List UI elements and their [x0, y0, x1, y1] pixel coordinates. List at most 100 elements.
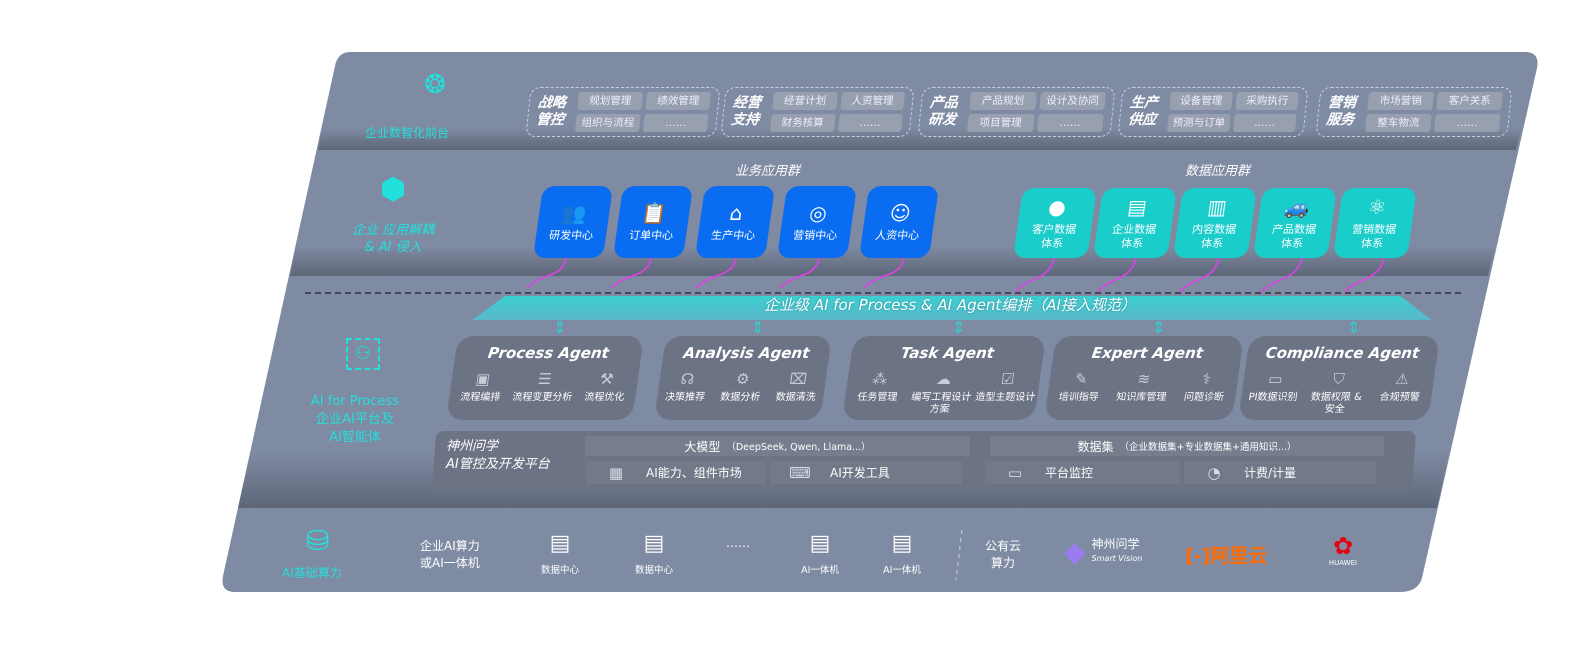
- front-group-item[interactable]: 设备管理: [1169, 92, 1234, 110]
- agent-card[interactable]: Analysis Agent ☊ 决策推荐 ⚙ 数据分析 ⌧ 数据清洗: [654, 336, 832, 420]
- capability-label: 数据清洗: [774, 392, 817, 403]
- molecule-icon: ⬢: [380, 172, 407, 207]
- capability-label: 数据权限 & 安全: [1309, 392, 1363, 415]
- server-icon: ▤: [643, 531, 665, 556]
- data-app-label: 企业数据体系: [1111, 222, 1158, 250]
- diamond-logo-icon: ◆: [1064, 535, 1086, 568]
- capability-label: 培训指导: [1057, 392, 1100, 403]
- capability-label: 编写工程设计方案: [910, 392, 973, 415]
- data-app-label: 营销数据体系: [1351, 222, 1398, 250]
- agent-name: Expert Agent: [1090, 344, 1205, 362]
- agent-capability[interactable]: ⚙ 数据分析: [712, 368, 772, 404]
- apps-label-line1: 企业 应用解耦: [352, 223, 435, 238]
- capability-label: 流程优化: [583, 392, 626, 403]
- front-group-item[interactable]: 市场营销: [1367, 92, 1435, 110]
- compute-node: ▤ AI一体机: [872, 530, 932, 576]
- data-app-tile[interactable]: 🚙 产品数据体系: [1253, 188, 1337, 258]
- agent-card[interactable]: Process Agent ▣ 流程编排 ☰ 流程变更分析 ⚒ 流程优化: [446, 336, 644, 420]
- capability-label: 数据分析: [719, 392, 762, 403]
- data-app-tile[interactable]: ▥ 内容数据体系: [1173, 188, 1257, 258]
- front-group-item[interactable]: 整车物流: [1364, 114, 1432, 132]
- dev-tool-icon: ⌨: [789, 463, 811, 482]
- agent-name: Task Agent: [899, 344, 996, 362]
- data-app-tile[interactable]: ⚛ 营销数据体系: [1333, 188, 1417, 258]
- agent-card[interactable]: Expert Agent ✎ 培训指导 ≋ 知识库管理 ⚕ 问题诊断: [1044, 336, 1244, 420]
- building-icon: ▤: [1126, 194, 1149, 219]
- agent-capability[interactable]: ⚕ 问题诊断: [1172, 368, 1239, 404]
- front-group-title: 产品研发: [927, 95, 959, 128]
- ai-label-line1: AI for Process: [310, 394, 400, 409]
- dataset-bar[interactable]: 数据集 （企业数据集+专业数据集+通用知识...）: [990, 436, 1384, 456]
- front-group-item[interactable]: ……: [1433, 114, 1501, 132]
- clean-icon: ⌧: [788, 370, 809, 388]
- platform-tool[interactable]: ◔ 计费/计量: [1184, 461, 1376, 484]
- front-group-item[interactable]: 设计及协同: [1038, 92, 1107, 110]
- cloud-icon: ☁: [935, 370, 953, 388]
- agent-capability[interactable]: ☊ 决策推荐: [657, 368, 717, 404]
- agent-capability[interactable]: ✎ 培训指导: [1047, 368, 1114, 404]
- agent-capability[interactable]: ▣ 流程编排: [449, 368, 515, 404]
- front-group-item[interactable]: 预测与订单: [1166, 114, 1231, 132]
- alert-icon: ⚠: [1394, 370, 1411, 388]
- layers-icon: ≋: [1136, 370, 1152, 388]
- front-group-item[interactable]: 经营计划: [772, 92, 838, 110]
- agent-card[interactable]: Task Agent ⁂ 任务管理 ☁ 编写工程设计方案 ☑ 造型主题设计: [842, 336, 1046, 420]
- front-group-item[interactable]: 项目管理: [966, 114, 1035, 132]
- gauge-icon: ◔: [1207, 463, 1221, 482]
- agent-capability[interactable]: ⚒ 流程优化: [573, 368, 639, 404]
- agent-card[interactable]: Compliance Agent ▭ PI数据识别 ⛉ 数据权限 & 安全 ⚠ 合规预警: [1238, 336, 1440, 420]
- front-group-title: 战略管控: [535, 95, 567, 128]
- connection-arrows: [526, 251, 1386, 293]
- agent-capability[interactable]: ≋ 知识库管理: [1109, 368, 1176, 404]
- model-bar[interactable]: 大模型 （DeepSeek, Qwen, Llama...）: [585, 436, 970, 456]
- compute-node: ▤ 数据中心: [624, 530, 684, 576]
- business-app-label: 研发中心: [548, 228, 595, 242]
- front-group-item[interactable]: 规划管理: [577, 92, 644, 110]
- front-group-item[interactable]: 财务核算: [769, 114, 836, 132]
- business-app-tile[interactable]: ☺ 人资中心: [858, 186, 940, 258]
- front-group-item[interactable]: ……: [642, 114, 709, 132]
- front-group-item[interactable]: 客户关系: [1436, 92, 1504, 110]
- data-app-tile[interactable]: ▤ 企业数据体系: [1093, 188, 1177, 258]
- front-group-item[interactable]: ……: [1036, 114, 1104, 132]
- front-group-item[interactable]: 产品规划: [969, 92, 1037, 110]
- agent-capability[interactable]: ⌧ 数据清洗: [767, 368, 827, 404]
- market-icon: ▦: [608, 463, 624, 482]
- data-app-label: 内容数据体系: [1191, 222, 1238, 250]
- capability-label: 知识库管理: [1115, 392, 1168, 403]
- capability-label: PI数据识别: [1247, 392, 1299, 403]
- platform-tool[interactable]: ▭ 平台监控: [985, 461, 1180, 484]
- business-app-tile[interactable]: 📋 订单中心: [612, 186, 694, 258]
- business-app-tile[interactable]: ⌂ 生产中心: [694, 186, 776, 258]
- factory-icon: ⌂: [728, 200, 745, 225]
- agent-capability[interactable]: ☑ 造型主题设计: [971, 368, 1041, 416]
- platform-tool[interactable]: ⌨ AI开发工具: [770, 461, 962, 484]
- front-group-item[interactable]: ……: [837, 114, 903, 132]
- data-app-tile[interactable]: ● 客户数据体系: [1013, 188, 1097, 258]
- agent-capability[interactable]: ⁂ 任务管理: [843, 368, 913, 416]
- front-group-item[interactable]: 组织与流程: [574, 114, 641, 132]
- server-icon: ▤: [809, 531, 831, 556]
- agent-capability[interactable]: ⚠ 合规预警: [1366, 368, 1435, 416]
- front-layer-label: 企业数智化前台: [365, 126, 450, 140]
- shield-icon: ⛉: [1331, 370, 1346, 388]
- person-icon: ☺: [888, 200, 913, 225]
- ai-layer-label: AI for Process 企业AI平台及 AI智能体: [300, 393, 410, 447]
- agent-capability[interactable]: ▭ PI数据识别: [1239, 368, 1308, 416]
- agent-capability[interactable]: ⛉ 数据权限 & 安全: [1302, 368, 1371, 416]
- business-app-tile[interactable]: ◎ 营销中心: [776, 186, 858, 258]
- front-group-item[interactable]: ……: [1232, 114, 1297, 132]
- agent-name: Process Agent: [486, 344, 611, 362]
- front-group-item[interactable]: 采购执行: [1235, 92, 1300, 110]
- tool-label: AI能力、组件市场: [646, 466, 742, 480]
- network-icon: ⁂: [871, 370, 889, 388]
- platform-tool[interactable]: ▦ AI能力、组件市场: [586, 461, 766, 484]
- business-app-tile[interactable]: 👥 研发中心: [532, 186, 614, 258]
- capability-label: 问题诊断: [1183, 392, 1225, 403]
- front-group-item[interactable]: 绩效管理: [645, 92, 712, 110]
- apps-layer-label: 企业 应用解耦 & AI 侵入: [352, 222, 434, 256]
- agent-capability[interactable]: ☁ 编写工程设计方案: [907, 368, 977, 416]
- agent-capability[interactable]: ☰ 流程变更分析: [511, 368, 577, 404]
- data-app-label: 产品数据体系: [1271, 222, 1318, 250]
- front-group-item[interactable]: 人资管理: [839, 92, 906, 110]
